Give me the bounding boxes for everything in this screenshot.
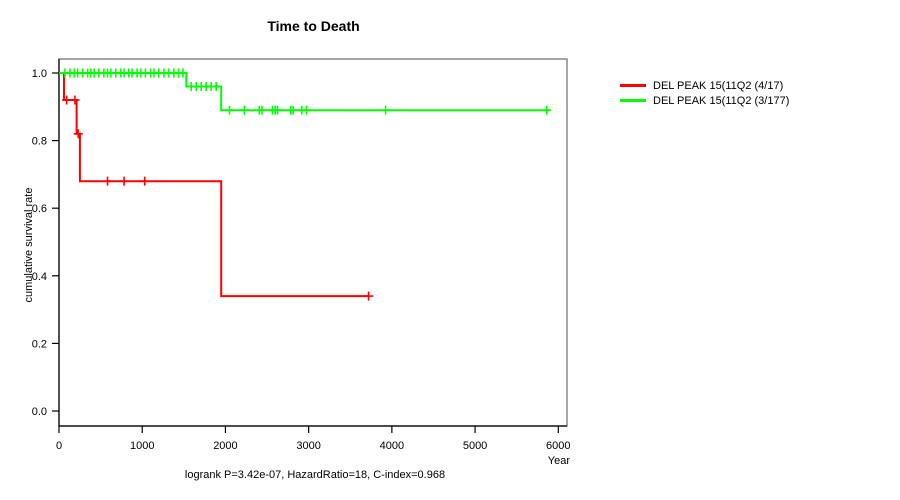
- legend-line-swatch-green: [620, 99, 646, 102]
- legend-label: DEL PEAK 15(11Q2 (3/177): [653, 94, 790, 107]
- x-tick-label: 3000: [296, 440, 320, 452]
- x-tick-label: 0: [56, 440, 62, 452]
- page-title: Time to Death: [267, 18, 360, 34]
- legend-line-swatch-red: [620, 84, 646, 87]
- y-tick-label: 1.0: [32, 68, 47, 80]
- survival-curve: [59, 72, 550, 112]
- legend-row: DEL PEAK 15(11Q2 (4/17): [620, 78, 789, 93]
- x-tick-label: 1000: [130, 440, 154, 452]
- stats-caption: logrank P=3.42e-07, HazardRatio=18, C-in…: [184, 469, 446, 481]
- x-tick-label: 2000: [213, 440, 237, 452]
- y-tick-label: 0.0: [32, 406, 47, 418]
- y-tick-label: 0.4: [32, 271, 47, 283]
- y-axis-label: cumulative survival rate: [23, 187, 35, 303]
- legend-row: DEL PEAK 15(11Q2 (3/177): [620, 93, 789, 108]
- y-tick-label: 0.2: [32, 338, 47, 350]
- survival-curve: [59, 72, 369, 298]
- legend-label: DEL PEAK 15(11Q2 (4/17): [653, 79, 784, 92]
- y-tick-label: 0.8: [32, 136, 47, 148]
- legend: DEL PEAK 15(11Q2 (4/17) DEL PEAK 15(11Q2…: [620, 78, 789, 108]
- plot-border: [58, 58, 568, 427]
- y-tick-label: 0.6: [32, 203, 47, 215]
- x-tick-label: 4000: [380, 440, 404, 452]
- x-tick-label: 6000: [546, 440, 570, 452]
- x-axis-label: Year: [547, 455, 570, 467]
- x-tick-label: 5000: [463, 440, 487, 452]
